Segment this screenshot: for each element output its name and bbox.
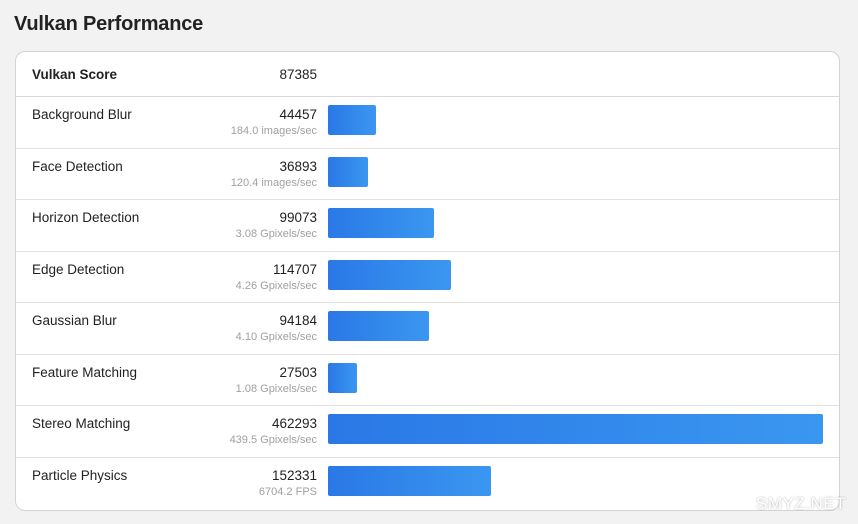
benchmark-rate: 3.08 Gpixels/sec (235, 228, 317, 240)
benchmark-score: 27503 (279, 364, 317, 380)
benchmark-bar (328, 105, 376, 135)
benchmark-row: Edge Detection 114707 4.26 Gpixels/sec (16, 252, 839, 303)
benchmark-bar (328, 414, 823, 444)
benchmark-name: Gaussian Blur (32, 313, 117, 328)
score-value: 87385 (279, 67, 317, 82)
benchmark-score: 36893 (279, 158, 317, 174)
benchmark-row: Face Detection 36893 120.4 images/sec (16, 149, 839, 200)
benchmark-rate: 120.4 images/sec (230, 176, 317, 189)
benchmark-bar (328, 465, 491, 496)
benchmark-rate: 439.5 Gpixels/sec (229, 434, 317, 446)
benchmark-row: Stereo Matching 462293 439.5 Gpixels/sec (16, 406, 839, 458)
benchmark-name: Horizon Detection (32, 210, 140, 225)
benchmark-rate: 1.08 Gpixels/sec (235, 382, 317, 395)
benchmark-score: 44457 (279, 107, 317, 122)
benchmark-rate: 4.26 Gpixels/sec (235, 279, 317, 292)
score-label: Vulkan Score (32, 67, 118, 82)
benchmark-row: Particle Physics 152331 6704.2 FPS (16, 458, 839, 510)
results-card: Vulkan Score 87385 Background Blur 44457… (15, 51, 840, 511)
benchmark-name: Stereo Matching (32, 416, 131, 431)
benchmark-rate: 4.10 Gpixels/sec (235, 331, 317, 343)
page-title: Vulkan Performance (14, 13, 204, 35)
benchmark-row: Background Blur 44457 184.0 images/sec (16, 97, 839, 149)
benchmark-bar (328, 259, 451, 290)
benchmark-bar (328, 208, 434, 238)
benchmark-rate: 6704.2 FPS (258, 485, 317, 498)
benchmark-score: 152331 (271, 467, 317, 483)
watermark: SMYZ.NET (756, 494, 846, 513)
benchmark-name: Feature Matching (32, 364, 138, 380)
score-row: Vulkan Score 87385 (16, 52, 839, 97)
benchmark-row: Feature Matching 27503 1.08 Gpixels/sec (16, 355, 839, 406)
benchmark-score: 99073 (279, 210, 317, 225)
benchmark-row: Horizon Detection 99073 3.08 Gpixels/sec (16, 200, 839, 252)
benchmark-name: Face Detection (32, 158, 123, 174)
benchmark-row: Gaussian Blur 94184 4.10 Gpixels/sec (16, 303, 839, 355)
benchmark-score: 94184 (279, 313, 317, 328)
benchmark-score: 114707 (272, 261, 317, 277)
benchmark-name: Particle Physics (32, 467, 128, 483)
benchmark-score: 462293 (271, 416, 317, 431)
benchmark-name: Background Blur (32, 107, 132, 122)
benchmark-rate: 184.0 images/sec (230, 125, 317, 137)
benchmark-bar (328, 311, 429, 341)
benchmark-list: Background Blur 44457 184.0 images/sec F… (16, 97, 839, 509)
benchmark-name: Edge Detection (32, 261, 125, 277)
benchmark-bar (328, 362, 357, 393)
benchmark-bar (328, 156, 368, 187)
